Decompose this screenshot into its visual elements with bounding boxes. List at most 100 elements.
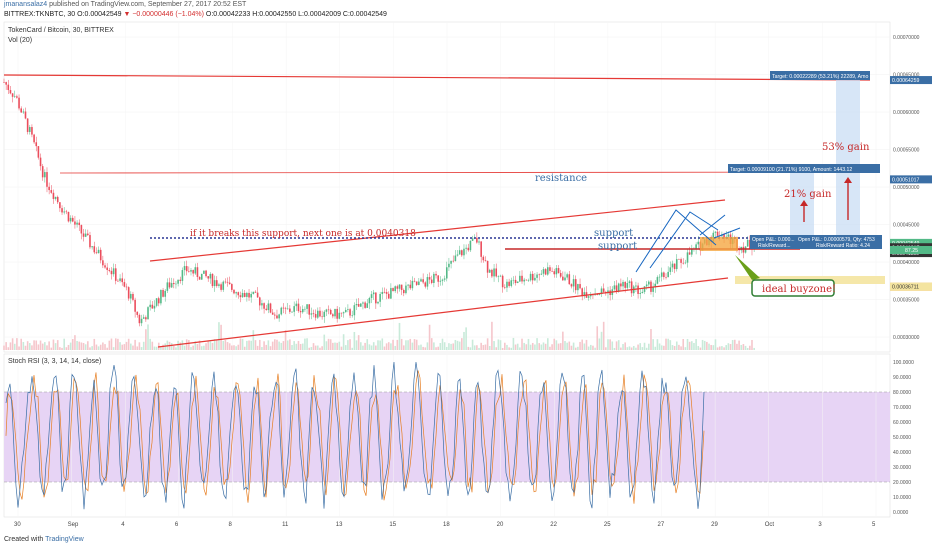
volume-bar (13, 343, 16, 350)
candle-body (364, 302, 366, 308)
volume-bar (641, 347, 644, 350)
vol-legend: Vol (20) (8, 37, 33, 44)
volume-bar (44, 342, 46, 350)
volume-bar (749, 345, 751, 350)
volume-bar (65, 347, 68, 350)
candle-body (525, 279, 528, 281)
publish-info: jmanansalaz4 published on TradingView.co… (4, 1, 246, 8)
candle-body (271, 312, 274, 315)
candle-body (16, 96, 18, 98)
volume-bar (274, 339, 276, 350)
pair-legend: TokenCard / Bitcoin, 30, BITTREX (8, 27, 114, 34)
volume-bar (415, 339, 418, 350)
volume-bar (564, 341, 566, 350)
volume-bar (340, 346, 343, 350)
volume-bar (325, 341, 328, 350)
candle-body (628, 281, 631, 284)
volume-bar (527, 338, 530, 350)
tradingview-logo[interactable]: TradingView (45, 536, 84, 543)
candle-body (11, 93, 14, 97)
volume-bar (173, 345, 175, 350)
volume-bar (56, 340, 59, 350)
volume-bar (413, 339, 416, 350)
candle-body (138, 314, 141, 324)
volume-bar (516, 343, 519, 350)
volume-bar (280, 342, 283, 350)
volume-bar (663, 345, 665, 350)
candle-body (478, 241, 480, 243)
volume-bar (82, 342, 85, 350)
volume-bar (443, 342, 446, 350)
volume-bar (7, 347, 10, 350)
volume-bar (695, 339, 697, 350)
candle-body (443, 278, 446, 280)
candle-body (261, 303, 263, 306)
candle-body (663, 272, 665, 278)
volume-bar (360, 342, 362, 350)
volume-bar (243, 346, 246, 350)
candle-body (504, 287, 506, 288)
candle-body (519, 275, 521, 282)
volume-bar (531, 342, 534, 350)
volume-bar (67, 344, 70, 350)
x-tick-label: 3 (818, 522, 822, 528)
volume-bar (188, 340, 190, 350)
buyzone-arrow (735, 255, 760, 280)
candle-body (407, 284, 409, 286)
volume-bar (613, 347, 616, 350)
arrow-21-head (800, 200, 808, 206)
candle-body (570, 284, 573, 287)
candle-body (13, 96, 16, 97)
candle-body (540, 273, 543, 275)
volume-bar (329, 339, 332, 350)
candle-body (452, 260, 455, 262)
candle-body (80, 225, 83, 234)
candle-body (340, 312, 343, 314)
volume-bar (97, 346, 100, 350)
volume-bar (396, 339, 399, 350)
candle-body (200, 273, 203, 280)
pnl1-box (750, 235, 796, 249)
volume-bar (370, 345, 373, 350)
volume-bar (529, 344, 532, 350)
volume-bar (615, 341, 618, 350)
volume-bar (35, 340, 38, 350)
candle-body (136, 311, 139, 315)
volume-bar (458, 341, 461, 350)
buyzone-label: ideal buyzone! (762, 284, 836, 295)
projection-arrow-4 (713, 227, 741, 239)
candle-body (48, 186, 50, 191)
candle-body (549, 267, 551, 271)
candle-body (630, 281, 633, 294)
candle-body (673, 263, 676, 270)
author-link[interactable]: jmanansalaz4 (4, 1, 48, 8)
volume-bar (742, 344, 745, 350)
candle-body (639, 292, 642, 294)
candle-body (381, 291, 384, 294)
volume-bar (577, 346, 579, 350)
volume-bar (583, 343, 586, 350)
candle-body (415, 281, 418, 285)
volume-bar (392, 339, 394, 350)
open-value: O:0.00042549 (77, 11, 122, 18)
candle-body (67, 211, 70, 222)
entry-box (700, 237, 738, 251)
price-tag-label: 0.00036711 (892, 285, 919, 291)
candle-body (319, 310, 321, 317)
footer-created: Created with (4, 536, 44, 543)
candle-body (635, 285, 637, 287)
candle-body (746, 239, 749, 247)
volume-bar (364, 342, 366, 350)
volume-bar (336, 342, 338, 350)
candle-body (398, 284, 401, 289)
candle-body (332, 314, 334, 317)
volume-bar (196, 344, 199, 350)
candle-body (551, 270, 553, 272)
candle-body (394, 286, 396, 292)
volume-bar (430, 338, 433, 350)
volume-bar (675, 341, 678, 350)
candle-body (396, 286, 399, 289)
candle-body (31, 127, 33, 135)
volume-bar (317, 345, 319, 350)
